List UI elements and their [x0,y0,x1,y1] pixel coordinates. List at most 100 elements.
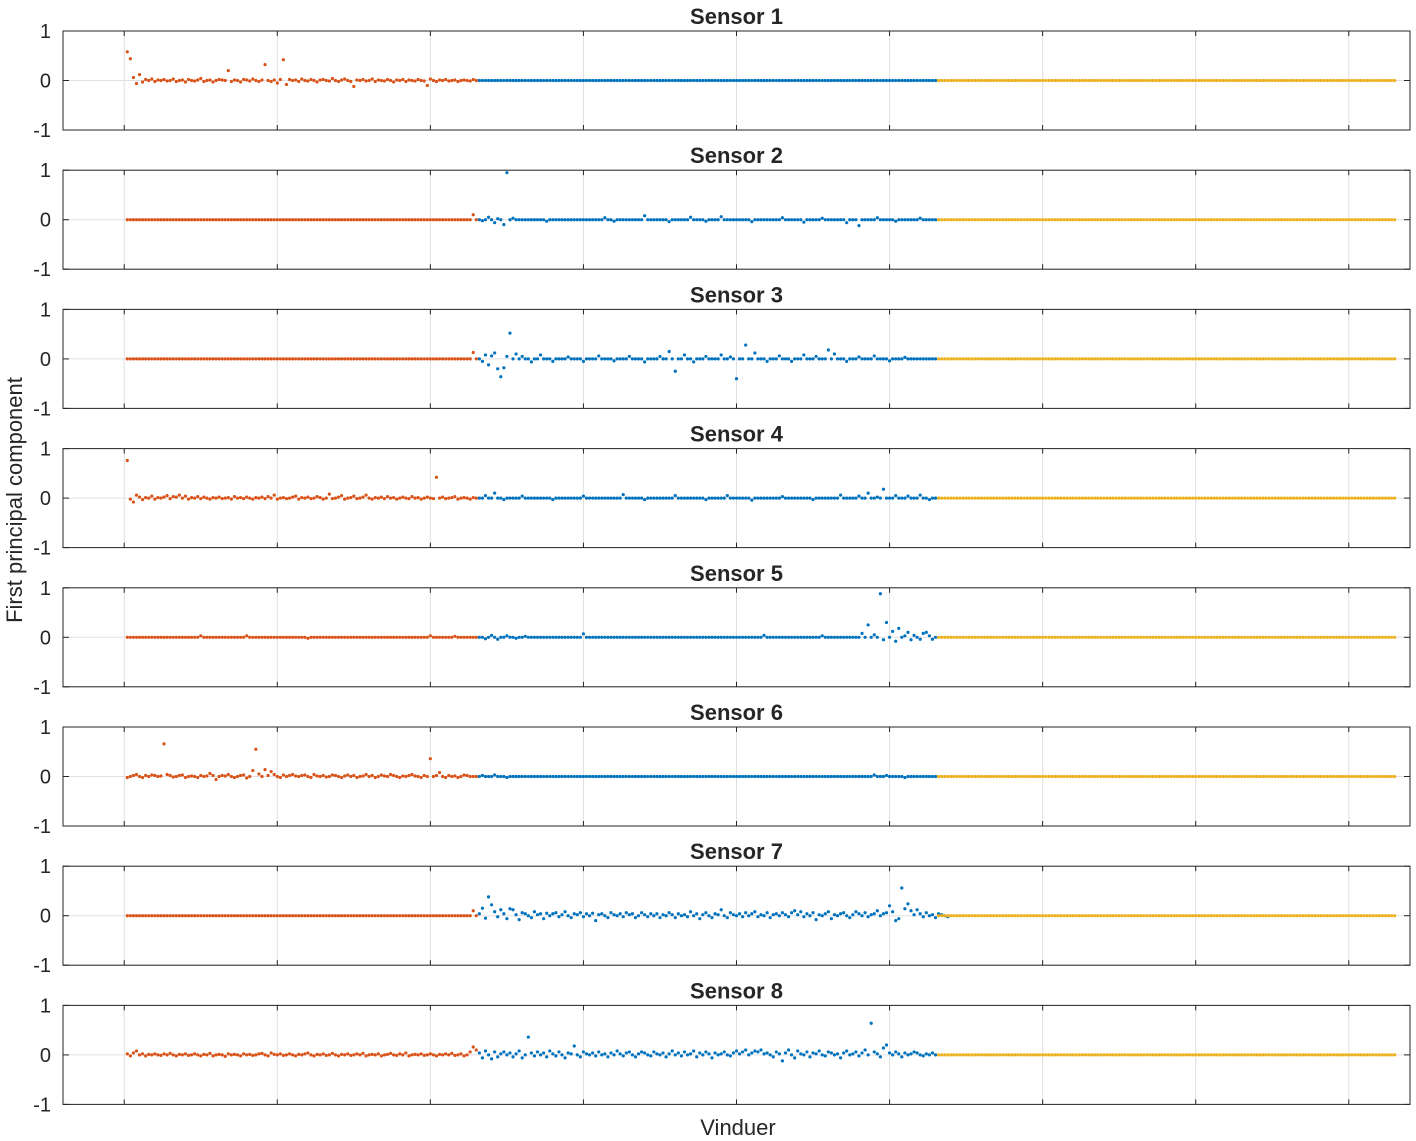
data-point [147,1052,151,1056]
data-point [1139,635,1143,639]
data-point [973,496,977,500]
data-point [1016,635,1020,639]
data-point [1090,635,1094,639]
data-point [1325,1053,1329,1057]
data-point [1086,635,1091,639]
data-point [1328,357,1332,361]
data-point [988,1053,993,1057]
data-point [312,635,316,639]
data-point [297,914,301,918]
data-point [1175,914,1179,918]
data-point [857,494,861,498]
data-point [395,497,399,501]
data-point [600,912,604,916]
data-point [771,496,775,500]
data-point [245,78,249,82]
data-point [1068,78,1072,83]
data-point [1347,774,1351,779]
data-point [223,635,227,639]
data-point [147,635,151,639]
data-point [587,218,592,222]
data-point [1377,357,1381,361]
data-point [640,911,644,915]
data-point [961,774,965,779]
data-point [355,357,359,361]
data-point [254,635,258,639]
data-point [578,1055,582,1059]
data-point [572,78,576,83]
data-point [988,774,993,779]
data-point [594,774,598,779]
data-point [854,635,858,639]
data-point [196,357,200,361]
data-point [431,914,436,918]
data-point [1310,357,1314,361]
data-point [964,774,968,779]
data-point [1187,218,1192,222]
data-point [1377,914,1381,918]
data-point [741,78,745,83]
data-point [869,774,873,779]
data-point [1025,218,1029,222]
data-point [1331,78,1336,83]
data-point [364,493,368,497]
data-point [1178,914,1182,918]
data-point [682,496,687,500]
data-point [1243,635,1247,639]
data-point [664,774,668,779]
data-point [891,1053,895,1057]
data-point [352,1053,356,1057]
data-point [796,78,800,83]
data-point [505,1053,509,1057]
data-point [1025,496,1029,500]
data-point [413,774,417,778]
data-point [591,78,595,83]
data-point [263,767,267,772]
data-point [1175,357,1179,361]
data-point [1031,635,1036,639]
data-point [783,357,788,361]
data-point [1013,357,1017,361]
data-point [802,774,806,779]
data-point [891,357,895,361]
data-point [459,774,463,779]
data-point [1203,914,1207,918]
data-point [805,218,809,222]
data-point [967,774,971,779]
data-point [294,78,298,82]
data-point [594,78,598,83]
panel-title: Sensor 5 [690,561,783,586]
data-point [1282,218,1287,222]
data-point [1304,357,1308,361]
data-point [480,78,485,83]
data-point [1264,1053,1268,1057]
data-point [1328,1053,1332,1057]
data-point [737,1052,742,1056]
data-point [287,914,292,918]
data-point [1053,218,1057,222]
data-point [943,218,947,222]
data-point [823,1054,827,1058]
data-point [1007,914,1011,918]
data-point [906,774,910,779]
data-point [189,78,194,83]
data-point [927,914,931,918]
data-point [878,218,882,222]
data-point [505,354,509,359]
data-point [1227,78,1231,83]
data-point [903,496,907,500]
data-point [1206,914,1210,918]
data-point [465,773,469,778]
data-point [330,1051,334,1056]
data-point [352,84,356,89]
data-point [370,914,374,918]
data-point [1074,357,1078,361]
data-point [587,496,592,500]
data-point [1123,218,1127,222]
data-point [1102,774,1106,779]
data-point [165,1053,169,1057]
data-point [933,218,938,222]
data-point [1090,496,1094,500]
data-point [486,363,491,367]
data-point [486,774,491,779]
